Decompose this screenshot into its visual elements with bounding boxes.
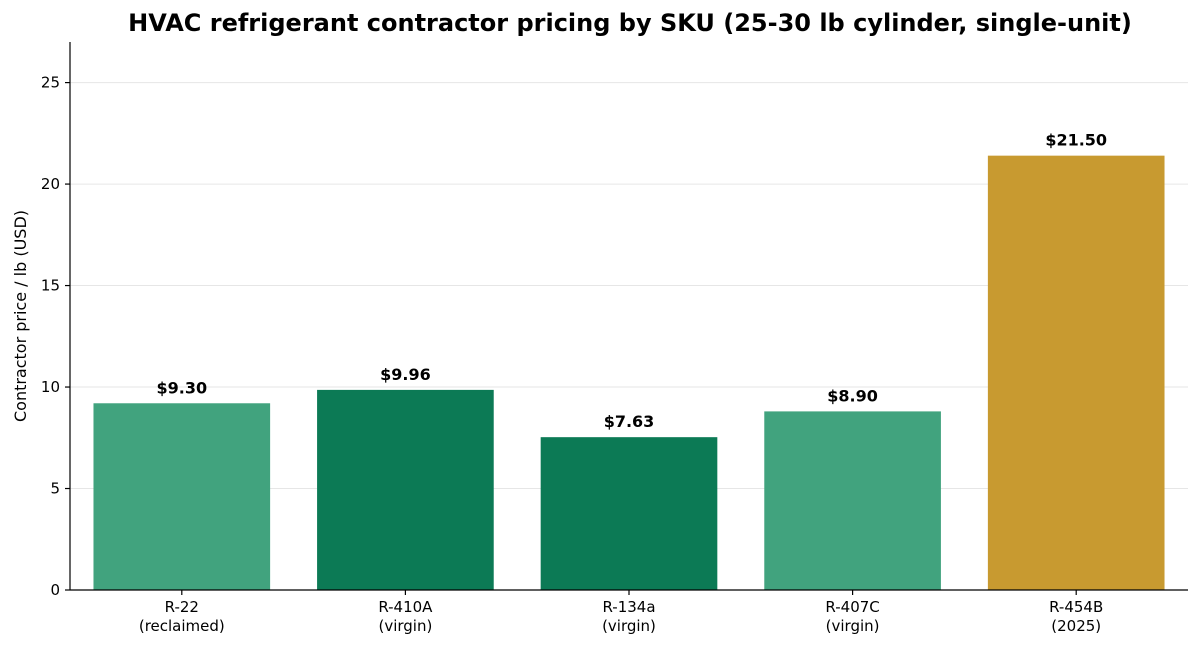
y-axis-label: Contractor price / lb (USD) — [11, 210, 30, 422]
bars — [93, 155, 1165, 591]
x-tick-sublabel: (reclaimed) — [139, 617, 225, 635]
x-tick-label: R-407C — [825, 598, 879, 616]
chart-title: HVAC refrigerant contractor pricing by S… — [128, 9, 1132, 37]
bar — [317, 389, 494, 590]
bar — [764, 411, 941, 590]
data-label: $21.50 — [1045, 131, 1107, 150]
data-label: $9.96 — [380, 365, 431, 384]
y-tick-label: 0 — [50, 581, 60, 599]
axes — [65, 42, 1188, 595]
bar — [540, 437, 718, 590]
bar — [93, 403, 271, 590]
y-tick-labels: 0 5 10 15 20 25 — [41, 74, 60, 599]
x-tick-sublabel: (virgin) — [826, 617, 880, 635]
x-tick-label: R-454B — [1049, 598, 1103, 616]
x-tick-labels: R-22(reclaimed)R-410A(virgin)R-134a(virg… — [139, 598, 1103, 635]
data-label: $9.30 — [156, 378, 207, 397]
x-tick-label: R-410A — [378, 598, 433, 616]
x-tick-label: R-134a — [602, 598, 655, 616]
data-label: $7.63 — [604, 412, 655, 431]
y-tick-label: 25 — [41, 74, 60, 92]
y-tick-label: 10 — [41, 378, 60, 396]
y-tick-label: 15 — [41, 277, 60, 295]
x-tick-sublabel: (2025) — [1051, 617, 1101, 635]
y-tick-label: 5 — [50, 480, 60, 498]
x-tick-sublabel: (virgin) — [602, 617, 656, 635]
bar — [987, 155, 1165, 591]
x-tick-label: R-22 — [165, 598, 199, 616]
data-label: $8.90 — [827, 386, 878, 405]
data-labels: $9.30 $9.96 $7.63 $8.90 $21.50 — [156, 131, 1107, 432]
y-tick-label: 20 — [41, 175, 60, 193]
x-tick-sublabel: (virgin) — [378, 617, 432, 635]
